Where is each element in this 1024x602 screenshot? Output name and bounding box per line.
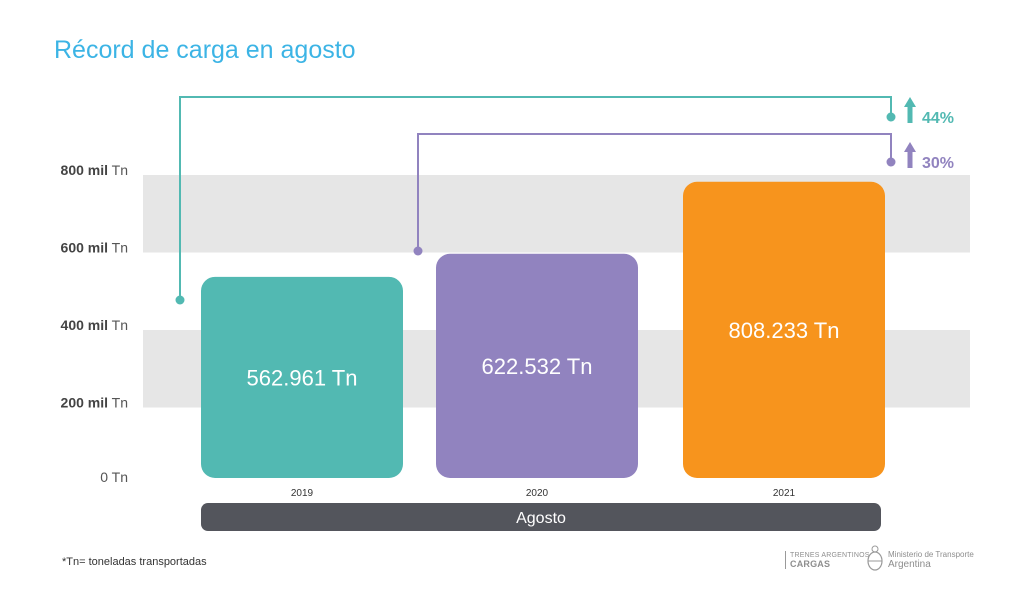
y-tick-bold: 600 mil [61, 240, 108, 256]
annotations: 44% 30% [175, 96, 954, 305]
y-tick-label: 800 mil Tn [61, 162, 128, 178]
group-bar: Agosto [201, 503, 881, 531]
ministry-logo-big: Argentina [888, 559, 931, 570]
y-tick-label: 200 mil Tn [61, 395, 128, 411]
y-tick-label: 600 mil Tn [61, 240, 128, 256]
bar [436, 253, 638, 478]
y-tick-unit: 0 Tn [100, 469, 128, 485]
footer-logos: TRENES ARGENTINOS CARGAS Ministerio de T… [785, 545, 985, 581]
bar-value-label: 622.532 Tn [482, 354, 593, 379]
ministry-logo: Ministerio de Transporte Argentina [888, 550, 974, 570]
bar-value-label: 808.233 Tn [729, 318, 840, 343]
connector-end-dot [886, 112, 896, 122]
cargas-logo-small: TRENES ARGENTINOS [790, 552, 870, 559]
x-tick-label: 2021 [773, 488, 796, 499]
x-axis: 2019 2020 2021 [291, 488, 796, 499]
ministry-logo-small: Ministerio de Transporte [888, 550, 974, 559]
bar [683, 181, 885, 479]
connector-start-dot [413, 246, 423, 256]
group-label: Agosto [516, 510, 566, 527]
footnote: *Tn= toneladas transportadas [62, 556, 207, 568]
arrow-up-icon [904, 142, 916, 168]
growth-connector [179, 96, 892, 300]
bar-value-label: 562.961 Tn [247, 365, 358, 390]
growth-label: 30% [922, 155, 954, 172]
bars: 562.961 Tn 622.532 Tn 808.233 Tn [201, 181, 885, 479]
connector-end-dot [886, 157, 896, 167]
x-tick-label: 2019 [291, 488, 314, 499]
y-tick-bold: 800 mil [61, 162, 108, 178]
growth-label: 44% [922, 110, 954, 127]
bar [201, 276, 403, 478]
y-tick-label: 0 Tn [100, 469, 128, 485]
y-tick-unit: Tn [108, 317, 128, 333]
y-tick-unit: Tn [108, 240, 128, 256]
page-title: Récord de carga en agosto [54, 36, 356, 64]
y-tick-bold: 200 mil [61, 395, 108, 411]
growth-connector [417, 133, 892, 251]
y-tick-label: 400 mil Tn [61, 317, 128, 333]
x-tick-label: 2020 [526, 488, 549, 499]
y-tick-unit: Tn [108, 162, 128, 178]
trenes-argentinos-logo: TRENES ARGENTINOS CARGAS [785, 551, 870, 569]
connector-start-dot [175, 295, 185, 305]
coat-of-arms-icon [867, 545, 883, 571]
group-bar-background [201, 503, 881, 531]
y-tick-unit: Tn [108, 395, 128, 411]
cargas-logo-big: CARGAS [790, 559, 831, 569]
y-tick-bold: 400 mil [61, 317, 108, 333]
arrow-up-icon [904, 97, 916, 123]
